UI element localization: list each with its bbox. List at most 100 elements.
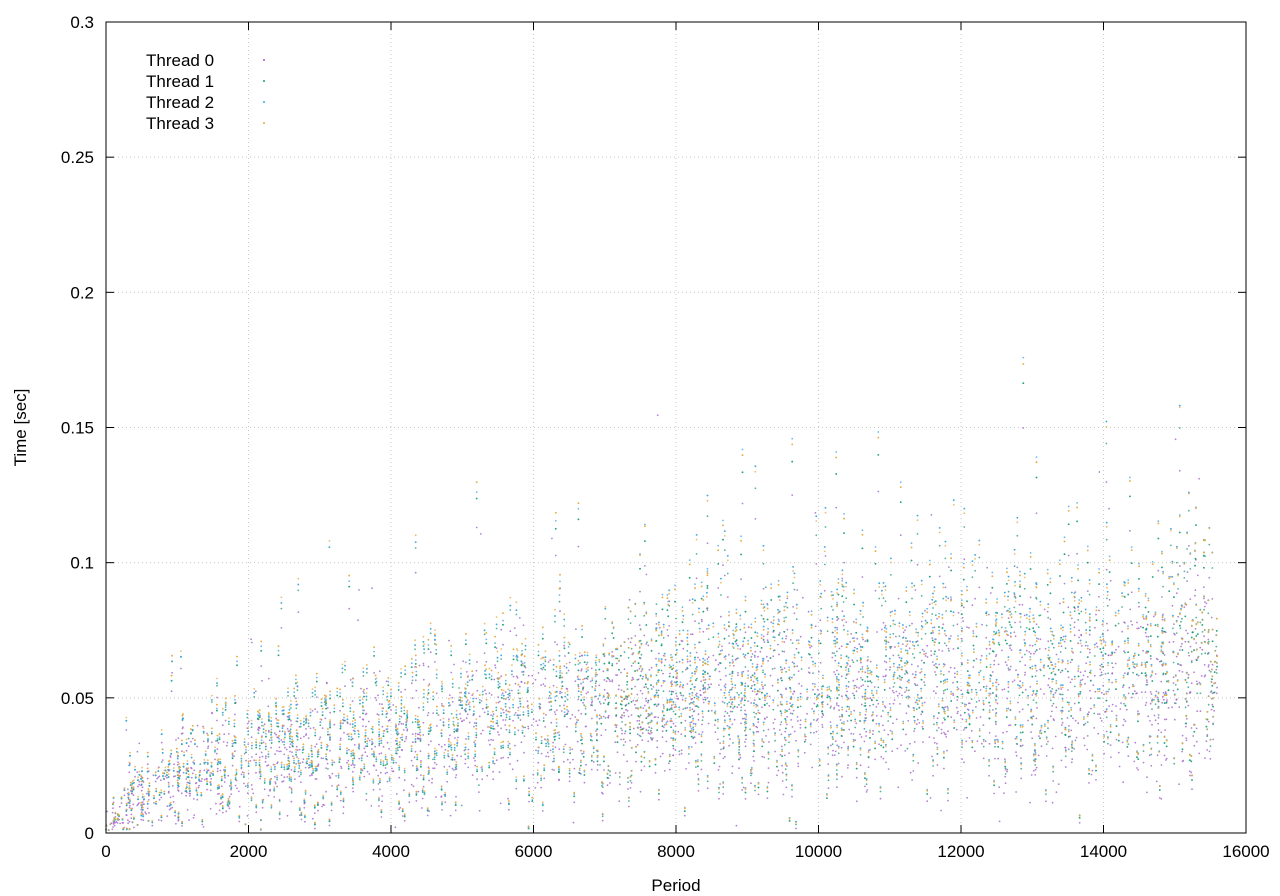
data-point [138,780,141,783]
data-point [420,760,422,762]
data-point [406,729,408,732]
data-point [353,732,356,735]
data-point [375,760,378,763]
data-point [754,789,756,792]
data-point [125,814,128,816]
data-point [1162,695,1164,698]
data-point [129,790,132,792]
data-point [697,713,700,716]
data-point [544,660,547,663]
data-point [725,674,727,677]
data-point [750,702,753,704]
data-point [654,771,657,774]
data-point [841,619,844,622]
data-point [480,700,483,702]
data-point [845,597,848,600]
data-point [400,675,402,678]
data-point [1069,624,1072,626]
data-point [181,727,184,730]
data-point [151,824,154,827]
data-point [1136,692,1138,695]
data-point [346,733,349,736]
data-point [1137,720,1139,723]
data-point [885,761,887,764]
data-point [841,610,844,613]
data-point [244,785,247,787]
data-point [406,728,409,731]
data-point [836,732,838,735]
data-point [278,730,281,733]
data-point [891,738,894,741]
data-point [623,651,626,654]
data-point [859,720,861,722]
data-point [961,604,963,607]
data-point [577,518,580,521]
data-point [515,787,518,790]
data-point [569,717,572,720]
data-point [952,681,954,684]
data-point [1019,621,1021,623]
data-point [1160,798,1163,800]
data-point [1024,671,1026,674]
data-point [938,626,940,628]
data-point [785,637,787,640]
data-point [956,699,959,701]
data-point [1205,602,1208,605]
data-point [882,621,885,624]
data-point [645,624,648,626]
data-point [484,689,486,692]
data-point [1035,623,1038,626]
data-point [1132,671,1134,674]
data-point [1020,757,1022,759]
data-point [783,630,786,633]
data-point [877,702,880,705]
data-point [502,697,505,700]
data-point [447,755,449,757]
data-point [702,701,705,704]
data-point [755,730,758,733]
data-point [777,689,779,692]
data-point [1081,678,1084,681]
data-point [322,803,325,806]
data-point [321,805,323,808]
data-point [621,707,623,710]
data-point [1021,708,1024,711]
data-point [957,611,960,614]
data-point [590,759,593,762]
data-point [196,745,199,748]
data-point [275,733,277,736]
data-point [843,561,845,564]
data-point [887,720,890,722]
data-point [695,694,697,696]
data-point [984,740,987,742]
data-point [869,680,872,683]
data-point [717,587,720,589]
data-point [351,787,354,789]
data-point [508,692,511,695]
data-point [618,684,620,687]
data-point [1046,610,1049,613]
data-point [788,752,790,754]
data-point [1043,674,1045,677]
data-point [720,615,722,618]
data-point [1019,586,1021,588]
data-point [1147,635,1150,638]
data-point [643,614,646,617]
data-point [392,704,395,706]
data-point [394,826,397,829]
data-point [160,796,163,799]
data-point [1004,782,1007,785]
data-point [604,637,607,640]
data-point [714,731,717,733]
data-point [1029,666,1032,669]
data-point [721,700,724,703]
data-point [874,562,877,565]
data-point [1211,567,1214,569]
data-point [864,704,867,707]
data-point [320,705,323,707]
data-point [1088,593,1091,596]
data-point [702,610,705,613]
data-point [1079,692,1082,695]
data-point [427,692,430,695]
data-point [1074,719,1077,722]
